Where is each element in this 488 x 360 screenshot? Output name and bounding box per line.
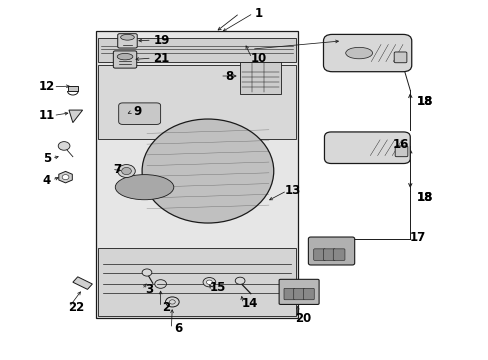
Text: 10: 10 [250, 51, 267, 64]
FancyBboxPatch shape [323, 35, 411, 72]
FancyBboxPatch shape [313, 249, 325, 260]
Ellipse shape [345, 47, 372, 59]
Text: 2: 2 [162, 301, 170, 314]
Text: 12: 12 [39, 80, 55, 93]
Circle shape [122, 167, 131, 175]
FancyBboxPatch shape [239, 62, 281, 94]
Text: 18: 18 [416, 192, 432, 204]
Text: 15: 15 [209, 281, 225, 294]
FancyBboxPatch shape [279, 279, 319, 305]
Text: 13: 13 [285, 184, 301, 197]
Circle shape [155, 280, 166, 288]
FancyBboxPatch shape [119, 103, 160, 125]
Text: 9: 9 [133, 105, 141, 118]
Ellipse shape [115, 175, 173, 200]
Ellipse shape [117, 53, 133, 60]
Text: 22: 22 [68, 301, 84, 314]
Text: 5: 5 [43, 152, 51, 165]
FancyBboxPatch shape [68, 86, 78, 91]
Text: 21: 21 [153, 51, 169, 64]
Text: 20: 20 [294, 311, 310, 325]
FancyBboxPatch shape [113, 51, 137, 68]
FancyBboxPatch shape [98, 39, 295, 62]
FancyBboxPatch shape [96, 31, 298, 318]
Circle shape [62, 175, 69, 180]
Circle shape [169, 300, 175, 304]
Ellipse shape [142, 119, 273, 223]
Text: 18: 18 [416, 95, 432, 108]
Text: 18: 18 [416, 95, 432, 108]
Circle shape [203, 278, 215, 287]
Polygon shape [59, 171, 72, 183]
Circle shape [235, 277, 244, 284]
FancyBboxPatch shape [323, 249, 334, 260]
FancyBboxPatch shape [98, 65, 295, 139]
Text: 7: 7 [113, 163, 122, 176]
Text: 17: 17 [408, 231, 425, 244]
Text: 14: 14 [241, 297, 257, 310]
Ellipse shape [121, 35, 134, 40]
FancyBboxPatch shape [118, 34, 137, 48]
FancyBboxPatch shape [308, 237, 354, 265]
Text: 8: 8 [225, 69, 234, 82]
FancyBboxPatch shape [393, 52, 406, 63]
FancyBboxPatch shape [293, 288, 304, 300]
FancyBboxPatch shape [324, 132, 409, 163]
Text: 11: 11 [39, 109, 55, 122]
Circle shape [118, 165, 135, 177]
Text: 19: 19 [153, 33, 169, 47]
Circle shape [58, 141, 70, 150]
Circle shape [206, 280, 212, 284]
FancyBboxPatch shape [303, 288, 314, 300]
Text: 4: 4 [43, 174, 51, 186]
Polygon shape [73, 277, 92, 289]
FancyBboxPatch shape [332, 249, 344, 260]
FancyBboxPatch shape [98, 248, 295, 316]
Text: 18: 18 [416, 192, 432, 204]
Text: 6: 6 [174, 322, 183, 335]
FancyBboxPatch shape [284, 288, 294, 300]
Polygon shape [69, 110, 82, 123]
Text: 1: 1 [255, 7, 263, 20]
FancyBboxPatch shape [394, 146, 407, 157]
Circle shape [142, 269, 152, 276]
Text: 16: 16 [391, 138, 408, 150]
Text: 3: 3 [145, 283, 153, 296]
